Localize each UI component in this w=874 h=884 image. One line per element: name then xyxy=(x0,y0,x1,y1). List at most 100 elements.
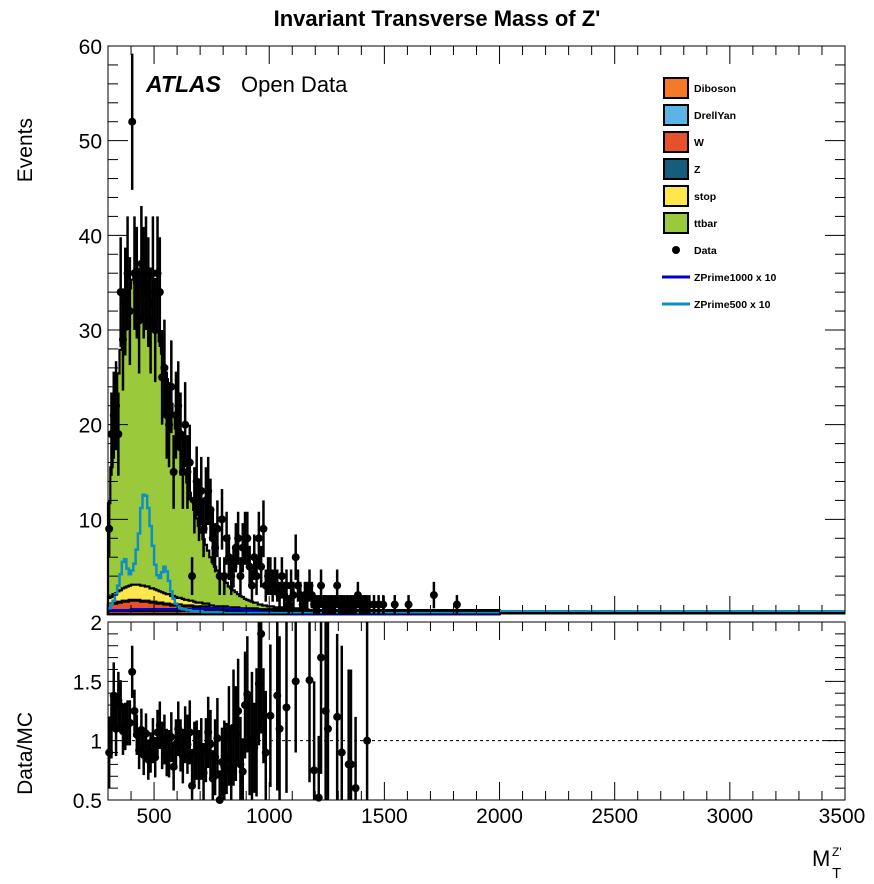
ratio-point xyxy=(291,677,300,686)
x-tick-label: 500 xyxy=(137,805,172,828)
data-point xyxy=(254,534,263,543)
y-axis-label: Events xyxy=(14,118,37,182)
y-tick-label: 30 xyxy=(79,320,102,343)
ratio-point xyxy=(167,733,176,742)
data-point xyxy=(259,524,268,533)
legend-label: DrellYan xyxy=(694,110,736,122)
data-point xyxy=(289,591,298,600)
legend-label: ttbar xyxy=(694,218,717,230)
legend-label: ZPrime500 x 10 xyxy=(694,299,771,311)
data-point xyxy=(333,581,342,590)
ratio-points xyxy=(105,622,372,804)
data-point xyxy=(429,591,438,600)
ratio-point xyxy=(266,711,275,720)
data-point xyxy=(169,468,178,476)
data-points xyxy=(105,53,461,614)
data-point xyxy=(291,553,300,562)
ratio-point xyxy=(363,736,372,745)
y-tick-label: 10 xyxy=(79,509,102,532)
data-point xyxy=(160,363,169,372)
ratio-point xyxy=(351,784,360,793)
data-point xyxy=(277,572,286,581)
data-point xyxy=(181,420,190,429)
data-point xyxy=(128,117,137,126)
x-tick-label: 1500 xyxy=(361,805,408,828)
data-point xyxy=(185,458,194,467)
legend-label: ZPrime1000 x 10 xyxy=(694,272,776,284)
ratio-y-tick-label: 0.5 xyxy=(73,790,102,813)
legend-label: Diboson xyxy=(694,83,736,95)
atlas-sublabel: Open Data xyxy=(241,72,348,97)
data-point xyxy=(252,572,261,581)
data-point xyxy=(188,572,197,581)
legend-label: Z xyxy=(694,164,701,176)
data-point xyxy=(245,562,254,571)
data-point xyxy=(236,572,245,581)
x-tick-label: 2500 xyxy=(591,805,638,828)
data-point xyxy=(452,600,461,609)
data-point xyxy=(125,307,134,316)
ratio-point xyxy=(142,729,151,738)
ratio-point xyxy=(346,760,355,769)
ratio-point xyxy=(206,740,215,749)
ratio-point xyxy=(337,748,346,757)
y-tick-label: 60 xyxy=(79,36,102,59)
y-tick-label: 50 xyxy=(79,131,102,154)
y-tick-label: 20 xyxy=(79,415,102,438)
x-axis-label: M xyxy=(812,846,830,871)
legend-swatch-w xyxy=(663,131,689,153)
x-tick-label: 3000 xyxy=(706,805,753,828)
data-point xyxy=(404,600,413,609)
data-point xyxy=(218,515,227,524)
y-tick-label: 40 xyxy=(79,225,102,248)
ratio-point xyxy=(305,676,314,685)
ratio-point xyxy=(333,712,342,721)
ratio-point xyxy=(234,707,243,715)
signal-line-zprime500 xyxy=(108,493,500,615)
data-point xyxy=(155,288,164,297)
ratio-point xyxy=(323,724,332,733)
data-point xyxy=(390,600,399,609)
lower-axis-ticks: 0.5 1 1.5 500 1000 1500 2000 2500 3000 3500 xyxy=(73,622,866,828)
ratio-y-axis-label: Data/MC xyxy=(14,712,37,795)
data-point xyxy=(317,581,326,590)
data-point xyxy=(167,382,176,391)
data-point xyxy=(213,524,222,533)
data-point xyxy=(284,600,293,609)
atlas-label: ATLAS xyxy=(145,71,222,97)
ratio-y-tick-label: 1 xyxy=(90,731,102,754)
ratio-point xyxy=(185,728,194,737)
ratio-point xyxy=(213,734,222,743)
ratio-point xyxy=(282,703,291,712)
legend-swatch-ttbar xyxy=(663,212,689,234)
data-point xyxy=(379,600,388,609)
ratio-point xyxy=(261,748,270,757)
upper-panel: 10 20 30 40 50 60 2 Events ATLAS Open Data Dib… xyxy=(14,36,846,635)
ratio-point xyxy=(188,781,197,790)
ratio-point xyxy=(317,653,326,662)
data-point xyxy=(220,572,229,581)
ratio-point xyxy=(257,629,266,638)
ratio-y-tick-label: 1.5 xyxy=(73,671,102,694)
ratio-point xyxy=(125,718,134,727)
ratio-point xyxy=(310,766,319,775)
legend-label: stop xyxy=(694,191,716,203)
data-point xyxy=(197,486,206,495)
x-axis-label-subscript: T xyxy=(832,865,841,882)
ratio-point xyxy=(238,767,247,776)
x-tick-label: 3500 xyxy=(819,805,866,828)
x-tick-label: 1000 xyxy=(246,805,293,828)
ratio-point xyxy=(130,707,139,715)
legend-swatch-drellyan xyxy=(663,104,689,126)
data-point xyxy=(257,562,266,571)
data-point xyxy=(234,534,243,543)
ratio-point xyxy=(151,753,160,762)
ratio-point xyxy=(128,667,137,676)
ratio-point xyxy=(275,724,284,733)
legend-swatch-z xyxy=(663,158,689,180)
data-point xyxy=(247,581,256,590)
data-point xyxy=(105,524,114,533)
data-point xyxy=(243,534,252,543)
legend-swatch-stop xyxy=(663,185,689,207)
